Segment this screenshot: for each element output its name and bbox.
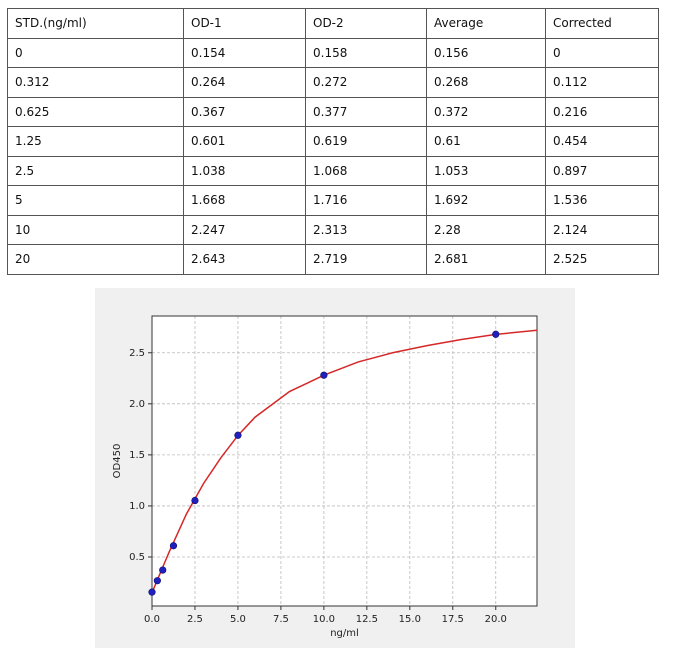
x-tick-label: 15.0 [399,614,421,625]
table-header: STD.(ng/ml) OD-1 OD-2 Average Corrected [7,8,659,39]
table-cell: 1.053 [426,155,546,186]
table-row: 2.5 1.038 1.068 1.053 0.897 [7,155,659,186]
y-tick-label: 0.5 [129,552,145,563]
x-tick-label: 17.5 [442,614,464,625]
data-point [320,371,328,379]
x-tick-label: 7.5 [273,614,289,625]
table-cell: 0.268 [426,67,546,98]
table-row: 20 2.643 2.719 2.681 2.525 [7,244,659,275]
table-row: 5 1.668 1.716 1.692 1.536 [7,185,659,216]
table-cell: 1.038 [183,155,306,186]
table-cell: 0.158 [305,37,427,68]
chart: 0.0 2.5 5.0 7.5 10.0 12.5 15.0 17.5 20.0 0.5 1.0 1.… [95,288,575,648]
data-table: STD.(ng/ml) OD-1 OD-2 Average Corrected 0 0.15… [7,8,659,275]
table-cell: 0.625 [7,96,184,127]
table-cell: 0.377 [305,96,427,127]
table-cell: 2.5 [7,155,184,186]
table-cell: 1.536 [545,185,659,216]
data-point [169,542,178,550]
table-cell: OD-1 [183,8,306,39]
data-point [191,496,199,505]
y-tick-label: 1.0 [129,501,145,512]
table-cell: 2.525 [545,244,659,275]
data-point [159,566,167,574]
table-cell: 1.668 [183,185,306,216]
table-row: 0.312 0.264 0.272 0.268 0.112 [7,67,659,98]
x-tick-label: 10.0 [313,614,335,625]
table-cell: 0.156 [426,37,546,68]
table-cell: 0.454 [545,126,659,157]
table-cell: 0.61 [426,126,546,157]
table-cell: 2.247 [183,214,306,245]
x-axis-label: ng/ml [330,628,359,639]
plot-frame [151,315,538,607]
table-cell: 2.124 [545,214,659,245]
table-cell: 2.681 [426,244,546,275]
x-tick-label: 2.5 [187,614,203,625]
plot-area [152,316,537,606]
table-cell: 0.312 [7,67,184,98]
table-cell: 2.28 [426,214,546,245]
table-cell: 2.643 [183,244,306,275]
table-cell: 2.313 [305,214,427,245]
table-row: 0.625 0.367 0.377 0.372 0.216 [7,96,659,127]
data-point [148,588,156,596]
y-axis-label: OD450 [112,444,123,479]
table-cell: 0.372 [426,96,546,127]
x-tick-label: 12.5 [356,614,378,625]
data-point [153,577,161,585]
table-cell: 1.716 [305,185,427,216]
fit-curve [151,329,538,594]
y-tick-label: 2.0 [129,399,145,410]
data-point [234,431,242,439]
table-cell: 0.154 [183,37,306,68]
table-cell: Corrected [545,8,659,39]
table-row: 1.25 0.601 0.619 0.61 0.454 [7,126,659,157]
table-cell: 0.272 [305,67,427,98]
table-cell: 0 [545,37,659,68]
table-cell: 1.25 [7,126,184,157]
table-cell: 0 [7,37,184,68]
y-tick-label: 2.5 [129,348,145,359]
table-cell: 20 [7,244,184,275]
table-cell: OD-2 [305,8,427,39]
table-cell: 0.601 [183,126,306,157]
table-cell: STD.(ng/ml) [7,8,184,39]
table-cell: 1.068 [305,155,427,186]
x-tick-label: 20.0 [485,614,507,625]
x-tick-label: 5.0 [230,614,246,625]
table-cell: 0.619 [305,126,427,157]
table-row: 0 0.154 0.158 0.156 0 [7,37,659,68]
table-cell: 0.367 [183,96,306,127]
table-cell: 10 [7,214,184,245]
table-cell: Average [426,8,546,39]
x-tick-label: 0.0 [144,614,160,625]
table-row: 10 2.247 2.313 2.28 2.124 [7,214,659,245]
data-point [492,330,500,338]
table-cell: 0.897 [545,155,659,186]
table-cell: 0.216 [545,96,659,127]
table-cell: 0.264 [183,67,306,98]
table-cell: 0.112 [545,67,659,98]
table-cell: 5 [7,185,184,216]
table-cell: 2.719 [305,244,427,275]
y-tick-label: 1.5 [129,450,145,461]
table-cell: 1.692 [426,185,546,216]
